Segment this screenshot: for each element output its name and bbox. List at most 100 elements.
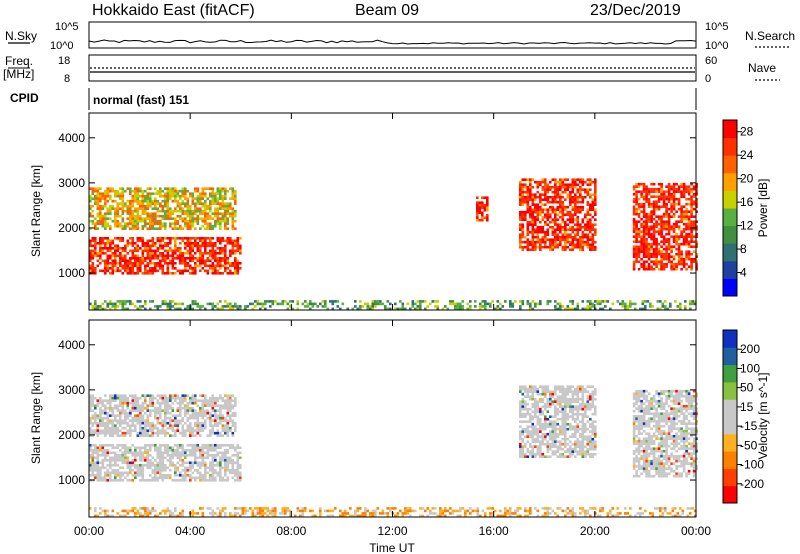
echo-cell: [451, 300, 455, 303]
echo-cell: [637, 255, 641, 258]
echo-cell: [119, 466, 122, 470]
echo-cell: [96, 471, 100, 475]
echo-cell: [224, 451, 227, 455]
echo-cell: [156, 249, 160, 253]
echo-cell: [171, 199, 175, 203]
echo-cell: [159, 194, 162, 198]
echo-cell: [169, 469, 172, 472]
echo-cell: [551, 195, 555, 199]
echo-cell: [191, 267, 195, 270]
echo-cell: [655, 265, 658, 268]
echo-cell: [509, 305, 512, 308]
echo-cell: [206, 257, 210, 260]
echo-cell: [586, 245, 590, 249]
echo-cell: [176, 269, 180, 273]
echo-cell: [236, 464, 240, 467]
echo-cell: [581, 205, 585, 209]
echo-cell: [194, 300, 197, 303]
echo-cell: [126, 209, 130, 213]
echo-cell: [109, 404, 112, 407]
echo-cell: [554, 427, 557, 431]
echo-cell: [101, 419, 105, 422]
echo-cell: [166, 396, 170, 400]
echo-cell: [131, 249, 135, 253]
echo-cell: [184, 421, 187, 425]
echo-cell: [186, 454, 190, 457]
echo-cell: [126, 451, 130, 455]
echo-cell: [221, 197, 225, 200]
echo-cell: [695, 252, 698, 256]
echo-cell: [209, 237, 212, 240]
echo-cell: [541, 178, 545, 181]
echo-cell: [226, 189, 230, 193]
echo-cell: [179, 419, 182, 422]
echo-cell: [121, 411, 125, 415]
echo-cell: [541, 385, 545, 388]
echo-cell: [526, 410, 530, 413]
echo-cell: [549, 390, 552, 393]
echo-cell: [539, 425, 542, 428]
echo-cell: [574, 178, 577, 181]
echo-cell: [670, 267, 673, 271]
echo-cell: [191, 237, 195, 240]
echo-cell: [554, 215, 557, 219]
echo-cell: [566, 228, 570, 231]
echo-cell: [149, 222, 152, 225]
echo-cell: [551, 208, 555, 211]
echo-cell: [119, 421, 122, 425]
echo-cell: [121, 267, 125, 270]
echo-cell: [239, 479, 242, 482]
echo-cell: [695, 240, 698, 243]
echo-cell: [226, 469, 230, 472]
echo-cell: [199, 259, 202, 263]
echo-cell: [642, 222, 646, 226]
echo-cell: [181, 269, 185, 273]
echo-cell: [121, 192, 125, 195]
echo-cell: [546, 385, 550, 388]
echo-cell: [529, 208, 532, 211]
echo-cell: [539, 455, 542, 458]
echo-cell: [478, 201, 482, 204]
echo-cell: [221, 204, 225, 208]
echo-cell: [119, 214, 122, 218]
echo-cell: [189, 434, 192, 437]
echo-cell: [134, 399, 137, 402]
echo-cell: [594, 228, 597, 231]
echo-cell: [657, 267, 661, 271]
echo-cell: [531, 220, 535, 224]
echo-cell: [206, 207, 210, 210]
echo-cell: [141, 429, 145, 432]
echo-cell: [89, 187, 92, 190]
nsearch-tick-top: 10^5: [705, 21, 729, 33]
echo-cell: [166, 207, 170, 210]
echo-cell: [554, 195, 557, 199]
echo-cell: [139, 426, 142, 430]
echo-cell: [94, 272, 97, 275]
echo-cell: [184, 394, 187, 397]
echo-cell: [206, 222, 210, 225]
echo-cell: [574, 450, 577, 453]
echo-cell: [229, 399, 232, 402]
echo-cell: [539, 442, 542, 446]
echo-cell: [109, 227, 112, 230]
echo-cell: [189, 469, 192, 472]
echo-cell: [109, 419, 112, 422]
echo-cell: [121, 444, 125, 447]
echo-cell: [219, 224, 222, 228]
echo-cell: [541, 392, 545, 396]
echo-cell: [99, 444, 102, 447]
echo-cell: [106, 262, 110, 265]
echo-cell: [645, 190, 648, 193]
echo-cell: [576, 442, 580, 446]
echo-cell: [581, 432, 585, 436]
echo-cell: [201, 259, 205, 263]
echo-cell: [196, 469, 200, 472]
echo-cell: [531, 425, 535, 428]
echo-cell: [224, 406, 227, 410]
echo-cell: [667, 215, 671, 218]
echo-cell: [154, 269, 157, 273]
echo-cell: [569, 400, 572, 403]
echo-cell: [660, 232, 663, 236]
echo-cell: [531, 195, 535, 199]
echo-cell: [146, 192, 150, 195]
